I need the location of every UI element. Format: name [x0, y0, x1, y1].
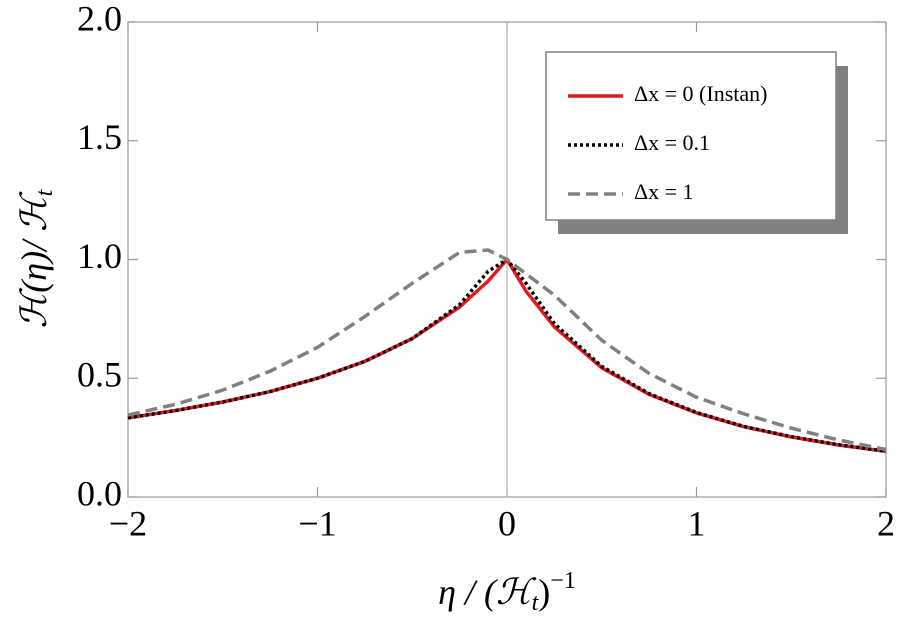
x-tick-label: 1 [688, 503, 706, 543]
series-line [127, 248, 887, 452]
x-tick-label: −1 [298, 503, 336, 543]
legend-label: Δx = 1 [634, 179, 694, 204]
x-tick-label: −2 [109, 503, 147, 543]
y-tick-label: 0.5 [77, 355, 122, 395]
y-tick-label: 0.0 [77, 473, 122, 513]
legend-label: Δx = 0 (Instan) [634, 81, 767, 106]
legend-label: Δx = 0.1 [634, 130, 710, 155]
x-tick-label: 2 [877, 503, 895, 543]
y-tick-label: 1.0 [77, 236, 122, 276]
x-axis-label: η / (ℋt)−1 [438, 568, 576, 616]
y-tick-label: 1.5 [77, 117, 122, 157]
legend [545, 51, 837, 221]
y-axis-label: ℋ(η)/ ℋt [14, 188, 57, 328]
y-tick-label: 2.0 [77, 0, 122, 38]
x-tick-label: 0 [498, 503, 516, 543]
